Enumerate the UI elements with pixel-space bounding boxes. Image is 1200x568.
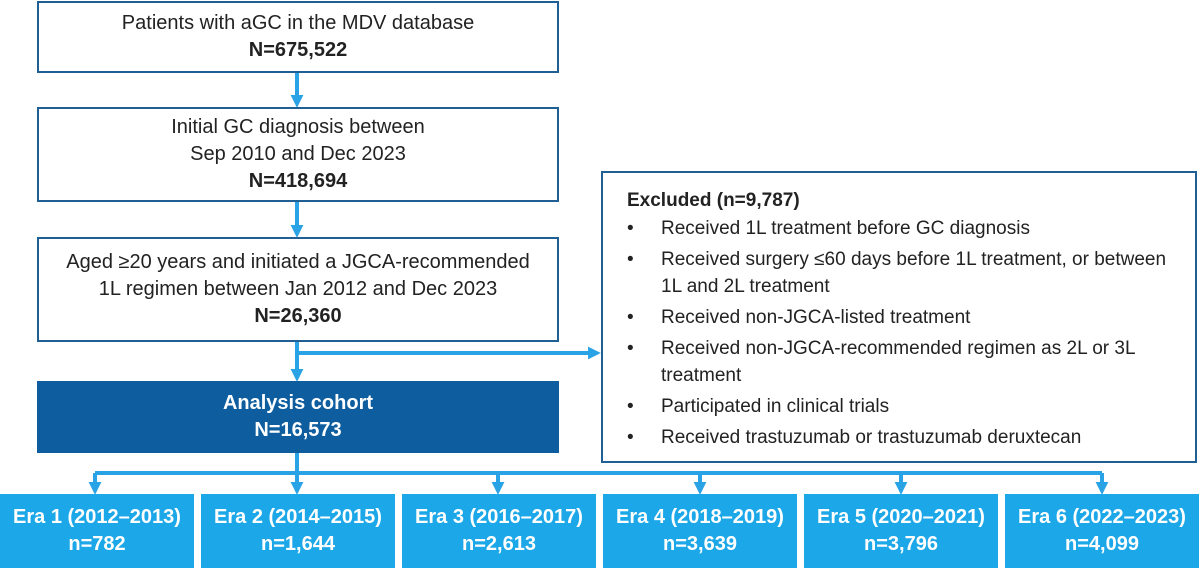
exclusion-text: Received surgery ≤60 days before 1L trea… bbox=[661, 249, 1167, 297]
eligibility-box: Aged ≥20 years and initiated a JGCA-reco… bbox=[37, 237, 559, 342]
bullet-icon: • bbox=[627, 307, 634, 328]
era-3-label: Era 3 (2016–2017) bbox=[415, 506, 583, 528]
analysis-cohort-box: Analysis cohort N=16,573 bbox=[37, 381, 559, 453]
exclusion-item: • Received trastuzumab or trastuzumab der… bbox=[627, 424, 1177, 451]
analysis-cohort-count: N=16,573 bbox=[254, 419, 342, 441]
exclusion-item: • Participated in clinical trials bbox=[627, 393, 1177, 420]
bullet-icon: • bbox=[627, 396, 634, 417]
excluded-title: Excluded (n=9,787) bbox=[627, 190, 800, 211]
exclusion-item: • Received surgery ≤60 days before 1L tre… bbox=[627, 246, 1177, 300]
eligibility-label-line1: Aged ≥20 years and initiated a JGCA-reco… bbox=[66, 251, 530, 273]
initial-diagnosis-box: Initial GC diagnosis between Sep 2010 an… bbox=[37, 107, 559, 202]
exclusion-item: • Received non-JGCA-listed treatment bbox=[627, 304, 1177, 331]
eligibility-count: N=26,360 bbox=[254, 305, 342, 327]
era-4-label: Era 4 (2018–2019) bbox=[616, 506, 784, 528]
era-4-count: n=3,639 bbox=[663, 533, 737, 555]
initial-diagnosis-label-line2: Sep 2010 and Dec 2023 bbox=[190, 143, 406, 165]
exclusion-text: Received non-JGCA-listed treatment bbox=[661, 307, 971, 328]
era-5-box: Era 5 (2020–2021) n=3,796 bbox=[804, 494, 998, 568]
exclusion-item: • Received non-JGCA-recommended regimen a… bbox=[627, 335, 1177, 389]
exclusion-text: Received non-JGCA-recommended regimen as… bbox=[661, 338, 1135, 386]
eligibility-label-line2: 1L regimen between Jan 2012 and Dec 2023 bbox=[98, 278, 498, 300]
excluded-box: Excluded (n=9,787) • Received 1L treatmen… bbox=[601, 171, 1197, 463]
era-5-count: n=3,796 bbox=[864, 533, 938, 555]
exclusion-text: Received 1L treatment before GC diagnosi… bbox=[661, 218, 1030, 239]
exclusion-text: Received trastuzumab or trastuzumab deru… bbox=[661, 427, 1082, 448]
era-3-box: Era 3 (2016–2017) n=2,613 bbox=[402, 494, 596, 568]
exclusion-list: • Received 1L treatment before GC diagnos… bbox=[627, 215, 1177, 451]
era-3-count: n=2,613 bbox=[462, 533, 536, 555]
bullet-icon: • bbox=[627, 338, 634, 359]
initial-diagnosis-label-line1: Initial GC diagnosis between bbox=[171, 116, 425, 138]
patients-mdv-label: Patients with aGC in the MDV database bbox=[121, 12, 475, 34]
era-6-count: n=4,099 bbox=[1065, 533, 1139, 555]
patients-mdv-box: Patients with aGC in the MDV database N=… bbox=[37, 1, 559, 73]
bullet-icon: • bbox=[627, 427, 634, 448]
era-6-box: Era 6 (2022–2023) n=4,099 bbox=[1005, 494, 1199, 568]
era-1-label: Era 1 (2012–2013) bbox=[13, 506, 181, 528]
era-6-label: Era 6 (2022–2023) bbox=[1018, 506, 1186, 528]
exclusion-item: • Received 1L treatment before GC diagnos… bbox=[627, 215, 1177, 242]
era-5-label: Era 5 (2020–2021) bbox=[817, 506, 985, 528]
bullet-icon: • bbox=[627, 249, 634, 270]
bullet-icon: • bbox=[627, 218, 634, 239]
era-2-label: Era 2 (2014–2015) bbox=[214, 506, 382, 528]
era-1-box: Era 1 (2012–2013) n=782 bbox=[0, 494, 194, 568]
initial-diagnosis-count: N=418,694 bbox=[248, 170, 348, 192]
exclusion-text: Participated in clinical trials bbox=[661, 396, 890, 417]
era-2-box: Era 2 (2014–2015) n=1,644 bbox=[201, 494, 395, 568]
era-1-count: n=782 bbox=[68, 533, 126, 555]
patients-mdv-count: N=675,522 bbox=[248, 39, 348, 61]
era-2-count: n=1,644 bbox=[261, 533, 335, 555]
era-4-box: Era 4 (2018–2019) n=3,639 bbox=[603, 494, 797, 568]
analysis-cohort-title: Analysis cohort bbox=[222, 392, 374, 414]
